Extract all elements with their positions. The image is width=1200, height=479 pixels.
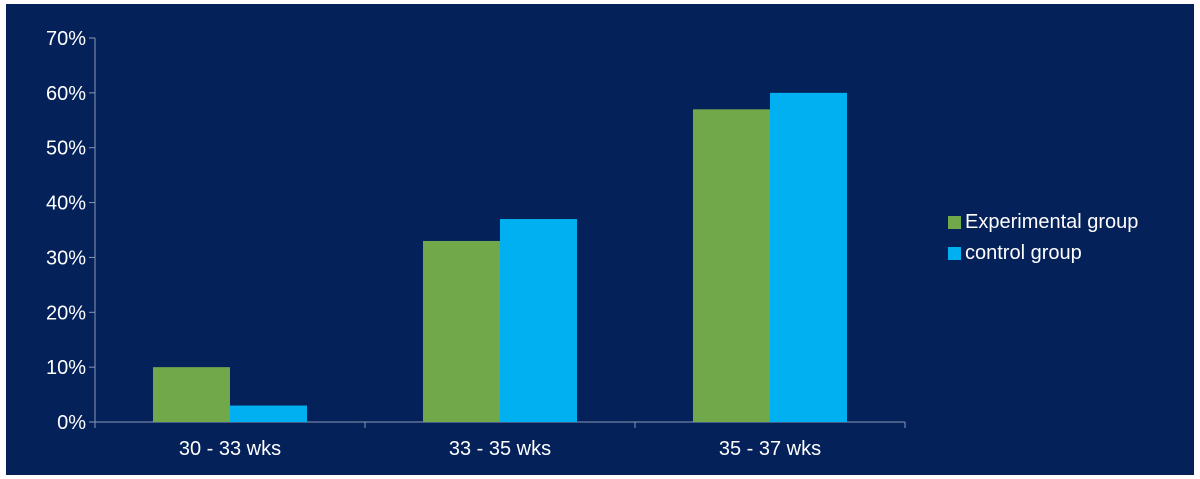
y-tick-label: 20%	[46, 302, 86, 324]
y-tick-label: 30%	[46, 247, 86, 269]
legend-item-experimental: Experimental group	[948, 208, 1138, 236]
legend-label-control: control group	[965, 241, 1082, 264]
bar-control	[770, 92, 847, 422]
bar-experimental	[153, 367, 230, 422]
bar-experimental	[693, 109, 770, 423]
legend-label-experimental: Experimental group	[965, 210, 1139, 233]
bar-chart: 0% 10% 20% 30% 40% 50% 60% 70% 30 - 33 wks 33 - 3…	[46, 28, 906, 460]
x-tick-label: 33 - 35 wks	[449, 438, 551, 460]
y-tick-label: 40%	[46, 193, 86, 215]
y-tick-label: 50%	[46, 138, 86, 160]
legend-item-control: control group	[948, 239, 1138, 267]
legend-swatch-experimental	[948, 215, 961, 229]
chart-area: 0% 10% 20% 30% 40% 50% 60% 70% 30 - 33 wks 33 - 3…	[6, 4, 1194, 475]
x-tick-label: 35 - 37 wks	[719, 438, 821, 460]
bar-control	[500, 219, 577, 422]
bar-control	[230, 405, 307, 422]
y-tick-label: 60%	[46, 83, 86, 105]
y-tick-label: 0%	[57, 412, 86, 434]
y-tick-label: 70%	[46, 28, 86, 50]
bar-experimental	[423, 240, 500, 422]
legend-swatch-control	[948, 246, 961, 260]
y-tick-label: 10%	[46, 357, 86, 379]
x-tick-label: 30 - 33 wks	[179, 438, 281, 460]
legend: Experimental group control group	[948, 208, 1138, 270]
